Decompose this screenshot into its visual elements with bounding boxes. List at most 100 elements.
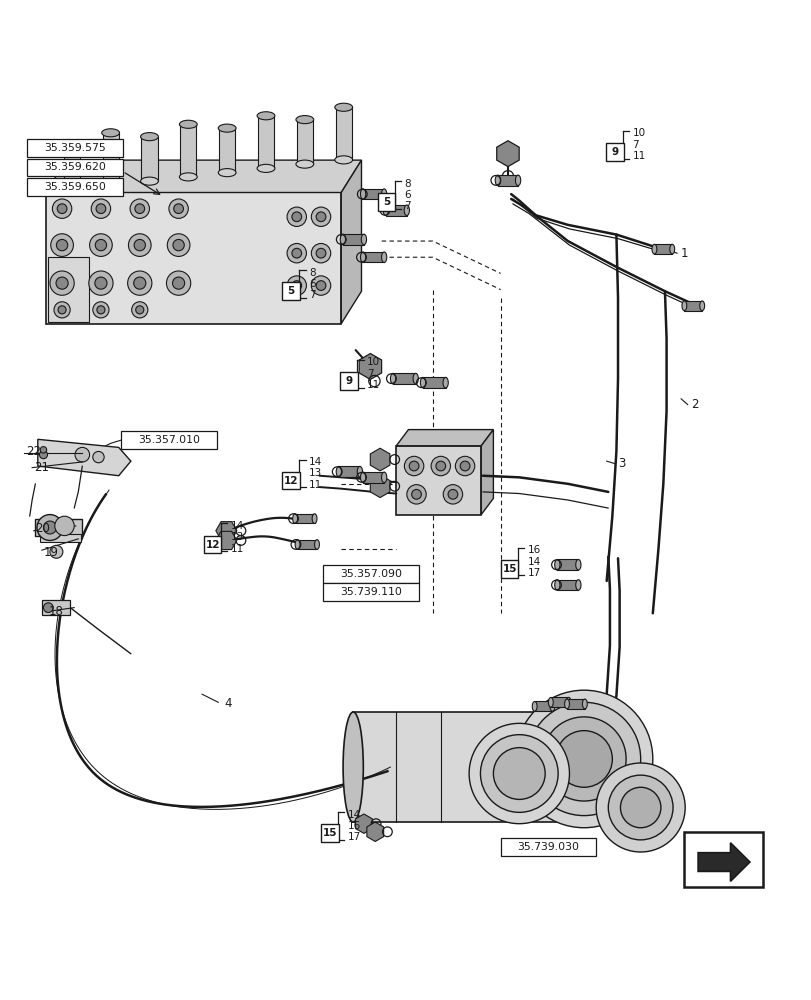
Circle shape — [315, 212, 325, 222]
Circle shape — [54, 516, 74, 536]
Ellipse shape — [381, 189, 386, 199]
Bar — [335, 107, 351, 160]
Ellipse shape — [101, 181, 119, 189]
Circle shape — [607, 775, 672, 840]
Bar — [219, 128, 235, 173]
Text: 17: 17 — [347, 832, 361, 842]
Text: 9: 9 — [611, 147, 618, 157]
Text: 4: 4 — [224, 697, 231, 710]
Text: 16: 16 — [347, 821, 361, 831]
Ellipse shape — [581, 699, 586, 709]
Circle shape — [311, 243, 330, 263]
Text: 13: 13 — [308, 468, 322, 478]
Text: 11: 11 — [230, 544, 243, 554]
Circle shape — [37, 515, 62, 540]
Circle shape — [166, 271, 191, 295]
Text: 15: 15 — [322, 828, 337, 838]
Ellipse shape — [575, 559, 581, 570]
Ellipse shape — [495, 175, 500, 186]
Bar — [556, 559, 577, 570]
Text: 8: 8 — [404, 179, 410, 189]
Ellipse shape — [334, 103, 352, 111]
Polygon shape — [46, 192, 341, 324]
Circle shape — [91, 199, 110, 218]
Bar — [28, 139, 122, 157]
Ellipse shape — [360, 252, 365, 262]
Bar — [342, 234, 363, 245]
Text: 16: 16 — [526, 545, 540, 555]
Text: 21: 21 — [34, 461, 49, 474]
Text: 35.359.650: 35.359.650 — [44, 182, 105, 192]
Ellipse shape — [420, 377, 425, 388]
Circle shape — [75, 447, 89, 462]
Bar — [497, 175, 517, 186]
Circle shape — [431, 456, 450, 476]
Bar — [550, 697, 568, 707]
Text: 18: 18 — [49, 605, 63, 618]
Ellipse shape — [564, 699, 569, 709]
Bar — [338, 466, 359, 477]
Text: 7: 7 — [367, 369, 373, 379]
Ellipse shape — [413, 373, 418, 384]
Bar — [353, 712, 567, 822]
Bar — [377, 193, 395, 211]
Bar — [423, 377, 445, 388]
Text: 22: 22 — [26, 445, 41, 458]
Circle shape — [56, 277, 68, 289]
Text: 35.357.090: 35.357.090 — [340, 569, 401, 579]
Circle shape — [41, 447, 47, 453]
Ellipse shape — [334, 156, 352, 164]
Ellipse shape — [62, 186, 80, 194]
Circle shape — [127, 271, 152, 295]
Text: 12: 12 — [284, 476, 298, 486]
Text: 6: 6 — [308, 279, 315, 289]
Ellipse shape — [295, 116, 313, 124]
Circle shape — [469, 723, 569, 824]
Text: 2: 2 — [690, 398, 697, 411]
Bar — [605, 143, 623, 161]
Bar — [684, 301, 702, 311]
Circle shape — [526, 702, 640, 816]
Ellipse shape — [294, 540, 299, 549]
Ellipse shape — [549, 701, 554, 711]
Bar — [296, 120, 312, 164]
Circle shape — [291, 212, 301, 222]
Ellipse shape — [443, 377, 448, 388]
Text: 9: 9 — [345, 376, 353, 386]
Ellipse shape — [699, 301, 704, 311]
Ellipse shape — [383, 205, 388, 216]
Text: 7: 7 — [308, 290, 315, 300]
Circle shape — [88, 271, 113, 295]
Text: 12: 12 — [205, 540, 220, 550]
Circle shape — [169, 199, 188, 218]
Circle shape — [130, 199, 149, 218]
Circle shape — [50, 545, 62, 558]
Text: 10: 10 — [367, 357, 380, 367]
Circle shape — [315, 248, 325, 258]
Bar — [282, 472, 299, 489]
Ellipse shape — [554, 559, 560, 570]
Bar — [500, 838, 595, 856]
Circle shape — [95, 277, 107, 289]
Bar — [500, 560, 518, 578]
Polygon shape — [496, 141, 518, 167]
Ellipse shape — [547, 697, 552, 707]
Circle shape — [315, 281, 325, 290]
Ellipse shape — [515, 175, 520, 186]
Text: 7: 7 — [632, 140, 638, 150]
Ellipse shape — [140, 133, 158, 141]
Bar — [363, 252, 384, 262]
Circle shape — [515, 690, 652, 828]
Circle shape — [436, 461, 445, 471]
Text: 35.739.030: 35.739.030 — [517, 842, 579, 852]
Bar — [323, 583, 418, 601]
Ellipse shape — [360, 189, 365, 199]
Text: 5: 5 — [383, 197, 390, 207]
Polygon shape — [367, 822, 383, 841]
Circle shape — [89, 234, 112, 256]
Polygon shape — [38, 439, 131, 476]
Ellipse shape — [575, 580, 581, 590]
Bar — [42, 600, 70, 615]
Circle shape — [167, 234, 190, 256]
Ellipse shape — [381, 472, 386, 483]
